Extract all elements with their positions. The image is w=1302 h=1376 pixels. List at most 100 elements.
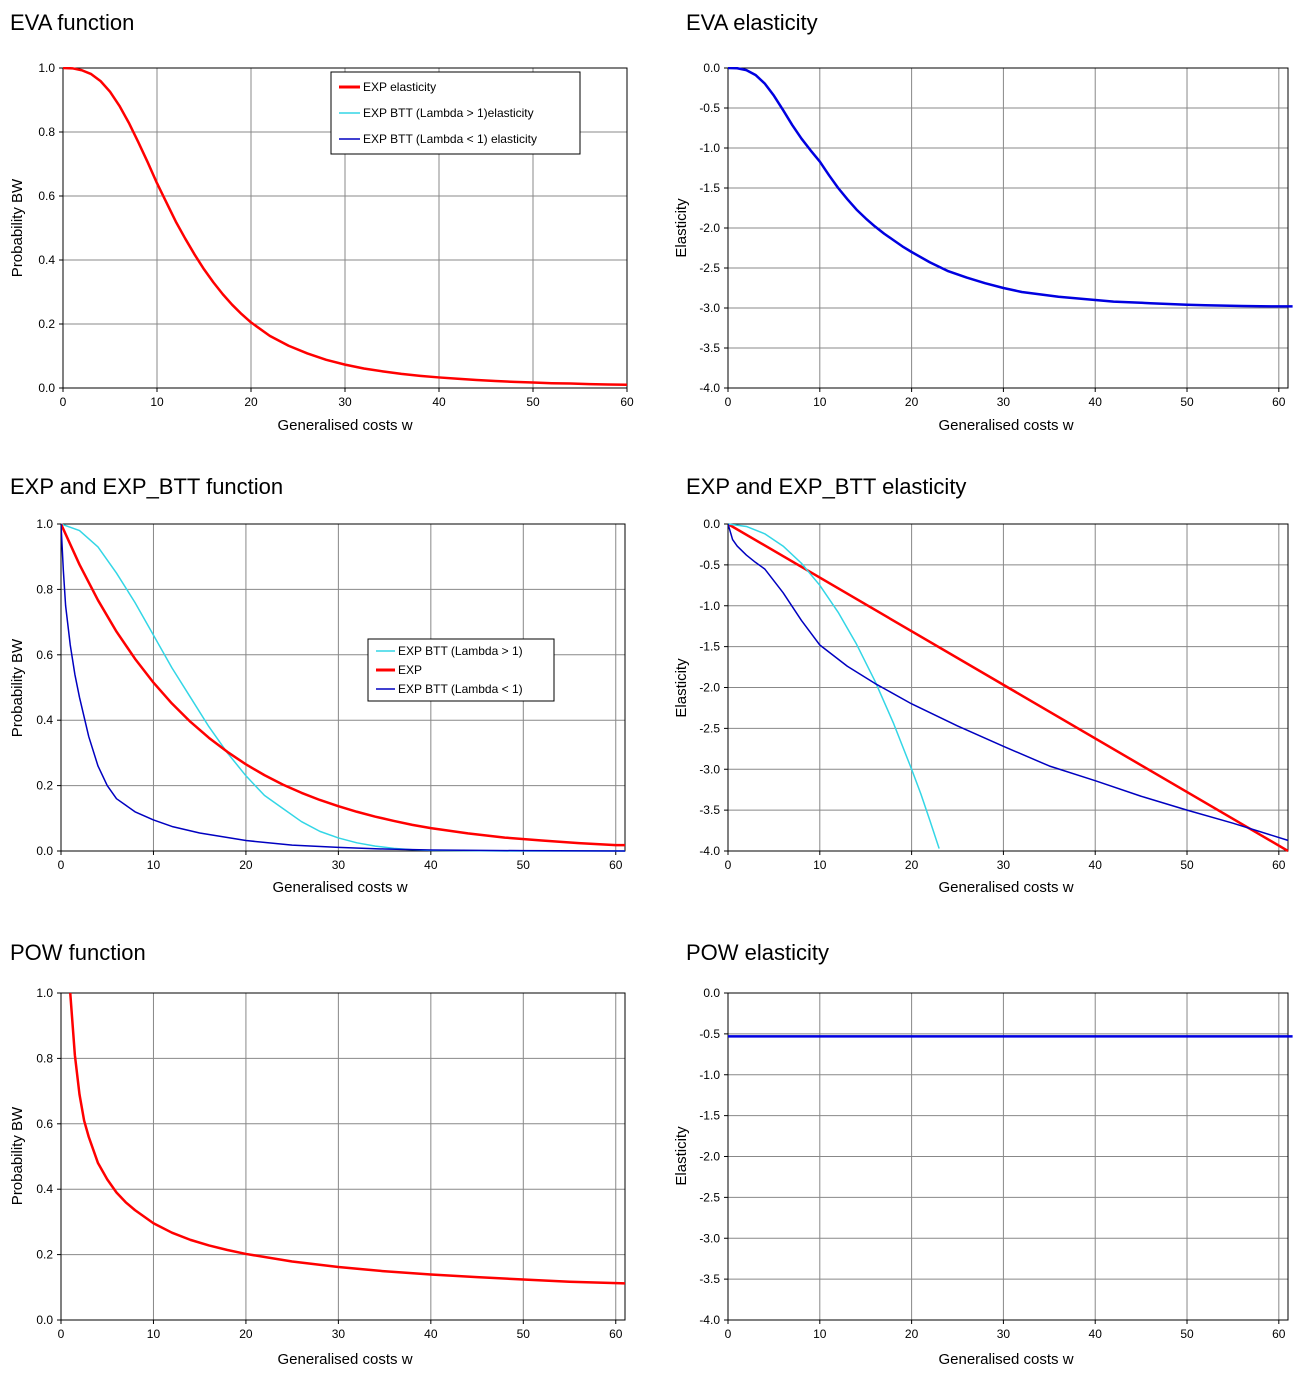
y-tick-label: -3.0 (699, 762, 720, 776)
y-tick-label: 1.0 (36, 517, 53, 531)
y-tick-label: -1.5 (699, 640, 720, 654)
x-tick-label: 0 (725, 395, 732, 409)
plot-area (60, 523, 626, 852)
y-tick-label: -4.0 (699, 1313, 720, 1327)
chart-panel: POW elasticity 0 10 20 30 40 50 60 -4.0 -3.5 -3.0 -… (673, 940, 1293, 1368)
x-tick-label: 10 (147, 1327, 161, 1341)
x-tick-label: 0 (60, 395, 67, 409)
legend-label: EXP BTT (Lambda < 1) (398, 682, 523, 696)
x-tick-label: 10 (147, 858, 161, 872)
x-tick-label: 30 (332, 858, 346, 872)
chart-panel: EXP and EXP_BTT elasticity 0 10 20 30 40 50 60 -… (673, 474, 1289, 896)
y-tick-label: -0.5 (699, 101, 720, 115)
y-tick-label: 0.2 (36, 1248, 53, 1262)
chart-title: EVA elasticity (686, 10, 818, 35)
x-tick-label: 60 (1272, 395, 1286, 409)
x-tick-label: 40 (432, 395, 446, 409)
y-tick-label: 0.0 (703, 61, 720, 75)
y-tick-label: -1.0 (699, 141, 720, 155)
x-axis-label: Generalised costs w (938, 1351, 1073, 1368)
x-tick-label: 0 (725, 858, 732, 872)
y-tick-label: -0.5 (699, 558, 720, 572)
x-tick-label: 20 (239, 1327, 253, 1341)
x-tick-label: 60 (1272, 1327, 1286, 1341)
x-tick-label: 60 (609, 858, 623, 872)
chart-title: EXP and EXP_BTT function (10, 474, 283, 499)
y-tick-label: 0.8 (36, 582, 53, 596)
x-tick-label: 0 (58, 1327, 65, 1341)
legend-label: EXP (398, 663, 422, 677)
legend-label: EXP BTT (Lambda > 1)elasticity (363, 106, 534, 120)
x-tick-label: 30 (997, 1327, 1011, 1341)
y-tick-label: 0.6 (36, 1117, 53, 1131)
y-tick-label: 0.2 (36, 779, 53, 793)
x-tick-label: 50 (1180, 858, 1194, 872)
x-tick-label: 60 (1272, 858, 1286, 872)
x-tick-label: 40 (424, 1327, 438, 1341)
legend: EXP elasticity EXP BTT (Lambda > 1)elasti… (330, 71, 581, 155)
y-tick-label: -4.0 (699, 844, 720, 858)
legend-box (330, 71, 581, 155)
y-tick-label: -2.5 (699, 261, 720, 275)
y-tick-label: -2.5 (699, 721, 720, 735)
y-tick-label: -2.0 (699, 221, 720, 235)
x-tick-label: 10 (813, 858, 827, 872)
legend-label: EXP BTT (Lambda > 1) (398, 644, 523, 658)
x-tick-label: 20 (244, 395, 258, 409)
y-tick-label: 0.4 (36, 713, 53, 727)
y-axis-label: Elasticity (673, 198, 690, 258)
y-tick-label: -1.0 (699, 1068, 720, 1082)
x-tick-label: 20 (239, 858, 253, 872)
x-axis-label: Generalised costs w (272, 879, 407, 896)
y-tick-label: 0.2 (38, 317, 55, 331)
y-axis-label: Probability BW (9, 1106, 26, 1205)
x-axis-label: Generalised costs w (938, 417, 1073, 434)
series-line (728, 523, 940, 849)
series-line (728, 523, 1289, 852)
series-line (61, 523, 625, 847)
plot-area (727, 523, 1289, 852)
y-tick-label: -1.5 (699, 181, 720, 195)
chart-panel: EVA elasticity 0 10 20 30 40 50 60 -4.0 -3.5 -3.0 -… (673, 10, 1293, 434)
y-tick-label: 0.4 (38, 253, 55, 267)
y-tick-label: 0.0 (38, 381, 55, 395)
y-tick-label: -3.5 (699, 803, 720, 817)
y-tick-label: -3.0 (699, 301, 720, 315)
x-tick-label: 60 (620, 395, 634, 409)
series-line (728, 67, 1293, 308)
plot-area (727, 992, 1289, 1321)
y-tick-label: 0.0 (703, 986, 720, 1000)
legend: EXP BTT (Lambda > 1) EXP EXP BTT (Lambda <… (367, 638, 555, 702)
chart-title: EXP and EXP_BTT elasticity (686, 474, 966, 499)
x-tick-label: 30 (997, 858, 1011, 872)
legend-label: EXP elasticity (363, 80, 436, 94)
x-tick-label: 40 (424, 858, 438, 872)
y-tick-label: -3.5 (699, 341, 720, 355)
legend-box (367, 638, 555, 702)
chart-title: POW elasticity (686, 940, 829, 965)
x-axis-label: Generalised costs w (277, 417, 412, 434)
y-tick-label: 0.6 (36, 648, 53, 662)
x-tick-label: 50 (1180, 1327, 1194, 1341)
x-axis-label: Generalised costs w (938, 879, 1073, 896)
y-tick-label: -1.0 (699, 599, 720, 613)
y-tick-label: -2.0 (699, 681, 720, 695)
x-tick-label: 0 (725, 1327, 732, 1341)
x-tick-label: 50 (526, 395, 540, 409)
y-tick-label: 0.6 (38, 189, 55, 203)
y-axis-label: Elasticity (673, 658, 690, 718)
x-tick-label: 20 (905, 1327, 919, 1341)
x-tick-label: 30 (338, 395, 352, 409)
series-line (728, 523, 1289, 842)
y-tick-label: 0.8 (38, 125, 55, 139)
plot-area (62, 67, 628, 389)
legend-label: EXP BTT (Lambda < 1) elasticity (363, 132, 537, 146)
y-tick-label: 0.0 (36, 844, 53, 858)
x-tick-label: 10 (150, 395, 164, 409)
y-tick-label: 0.0 (703, 517, 720, 531)
y-tick-label: 0.8 (36, 1051, 53, 1065)
y-tick-label: 0.0 (36, 1313, 53, 1327)
chart-title: POW function (10, 940, 146, 965)
